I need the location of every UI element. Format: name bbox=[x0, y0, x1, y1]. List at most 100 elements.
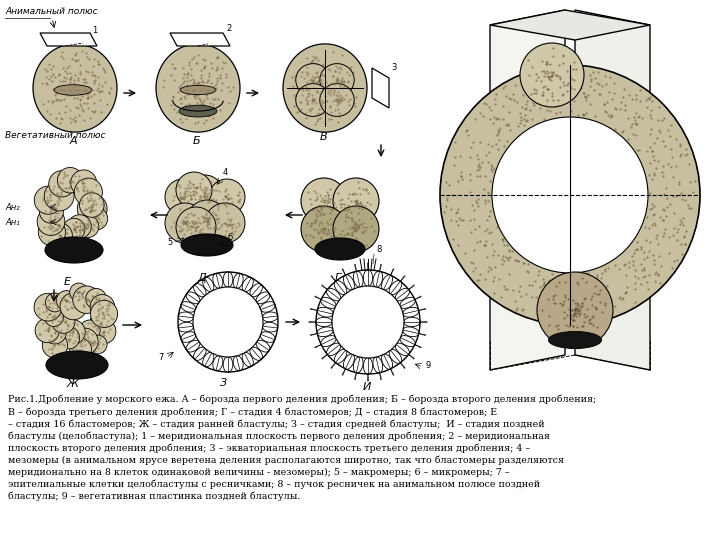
Circle shape bbox=[165, 179, 201, 215]
Text: 4: 4 bbox=[223, 168, 228, 177]
Ellipse shape bbox=[46, 351, 108, 379]
Ellipse shape bbox=[327, 343, 341, 356]
Ellipse shape bbox=[296, 84, 330, 117]
Text: Б: Б bbox=[193, 136, 201, 146]
Text: А: А bbox=[70, 136, 78, 146]
Circle shape bbox=[89, 335, 107, 354]
Circle shape bbox=[47, 223, 73, 248]
Ellipse shape bbox=[33, 44, 117, 132]
Ellipse shape bbox=[343, 275, 354, 290]
Circle shape bbox=[205, 203, 245, 243]
Text: Д: Д bbox=[197, 273, 206, 283]
Ellipse shape bbox=[317, 327, 333, 336]
Circle shape bbox=[35, 186, 63, 214]
Circle shape bbox=[301, 178, 347, 224]
Circle shape bbox=[333, 206, 379, 252]
Text: Вегетативный полюс: Вегетативный полюс bbox=[5, 131, 106, 140]
Ellipse shape bbox=[283, 44, 367, 132]
Circle shape bbox=[58, 327, 80, 349]
Circle shape bbox=[58, 167, 83, 193]
Ellipse shape bbox=[179, 105, 217, 117]
Circle shape bbox=[79, 320, 100, 341]
Text: Анимальный полюс: Анимальный полюс bbox=[5, 7, 98, 16]
Circle shape bbox=[90, 294, 114, 319]
Circle shape bbox=[38, 219, 66, 246]
Ellipse shape bbox=[256, 340, 270, 352]
Ellipse shape bbox=[395, 288, 410, 301]
Ellipse shape bbox=[382, 275, 392, 290]
Ellipse shape bbox=[186, 340, 200, 352]
Text: Ж: Ж bbox=[67, 379, 79, 389]
Ellipse shape bbox=[213, 273, 223, 288]
Ellipse shape bbox=[233, 356, 243, 371]
Circle shape bbox=[56, 291, 76, 310]
Ellipse shape bbox=[317, 307, 333, 317]
Ellipse shape bbox=[320, 335, 336, 347]
Ellipse shape bbox=[402, 307, 419, 317]
Ellipse shape bbox=[364, 270, 373, 286]
Circle shape bbox=[86, 207, 108, 230]
Text: 5: 5 bbox=[167, 238, 172, 247]
Ellipse shape bbox=[256, 292, 270, 304]
Ellipse shape bbox=[261, 302, 275, 312]
Polygon shape bbox=[575, 10, 650, 370]
Text: 8: 8 bbox=[376, 245, 382, 254]
Text: 3: 3 bbox=[391, 63, 397, 72]
Ellipse shape bbox=[263, 312, 278, 322]
Text: Рис.1.Дробление у морского ежа. А – борозда первого деления дробления; Б – бороз: Рис.1.Дробление у морского ежа. А – боро… bbox=[8, 395, 596, 501]
Ellipse shape bbox=[181, 234, 233, 256]
Ellipse shape bbox=[404, 318, 420, 327]
Ellipse shape bbox=[354, 357, 363, 373]
Circle shape bbox=[42, 333, 68, 358]
Text: З: З bbox=[220, 378, 227, 388]
Ellipse shape bbox=[320, 84, 354, 117]
Circle shape bbox=[492, 117, 648, 273]
Text: Ан₂: Ан₂ bbox=[5, 203, 19, 212]
Circle shape bbox=[34, 293, 62, 321]
Text: 1: 1 bbox=[92, 26, 97, 35]
Circle shape bbox=[68, 215, 91, 238]
Ellipse shape bbox=[373, 357, 382, 373]
Text: 2: 2 bbox=[226, 24, 231, 33]
Circle shape bbox=[73, 286, 100, 313]
Circle shape bbox=[86, 288, 107, 309]
Ellipse shape bbox=[233, 273, 243, 288]
Text: 9: 9 bbox=[425, 361, 431, 370]
Text: В: В bbox=[320, 132, 328, 142]
Circle shape bbox=[79, 193, 104, 217]
Ellipse shape bbox=[327, 288, 341, 301]
Circle shape bbox=[176, 172, 212, 208]
Circle shape bbox=[301, 206, 347, 252]
Ellipse shape bbox=[250, 284, 262, 297]
Circle shape bbox=[537, 272, 613, 348]
Circle shape bbox=[70, 283, 88, 301]
Ellipse shape bbox=[186, 292, 200, 304]
Ellipse shape bbox=[364, 357, 373, 374]
Ellipse shape bbox=[180, 85, 216, 94]
Circle shape bbox=[72, 328, 98, 355]
Ellipse shape bbox=[296, 64, 330, 96]
Circle shape bbox=[40, 199, 63, 224]
Circle shape bbox=[60, 320, 85, 345]
Ellipse shape bbox=[320, 64, 354, 96]
Polygon shape bbox=[170, 33, 230, 46]
Ellipse shape bbox=[203, 353, 214, 367]
Ellipse shape bbox=[181, 332, 196, 342]
Ellipse shape bbox=[549, 332, 602, 348]
Ellipse shape bbox=[389, 281, 402, 295]
Ellipse shape bbox=[334, 349, 347, 363]
Ellipse shape bbox=[261, 332, 275, 342]
Ellipse shape bbox=[178, 312, 194, 322]
Polygon shape bbox=[490, 10, 565, 370]
Text: И: И bbox=[363, 382, 372, 392]
Circle shape bbox=[91, 300, 117, 328]
Circle shape bbox=[91, 319, 116, 344]
Ellipse shape bbox=[194, 347, 206, 360]
Ellipse shape bbox=[156, 44, 240, 132]
Circle shape bbox=[74, 178, 102, 206]
Ellipse shape bbox=[373, 271, 382, 287]
Ellipse shape bbox=[315, 238, 365, 260]
Circle shape bbox=[45, 307, 63, 327]
Text: 7: 7 bbox=[158, 353, 163, 362]
Ellipse shape bbox=[223, 272, 233, 287]
